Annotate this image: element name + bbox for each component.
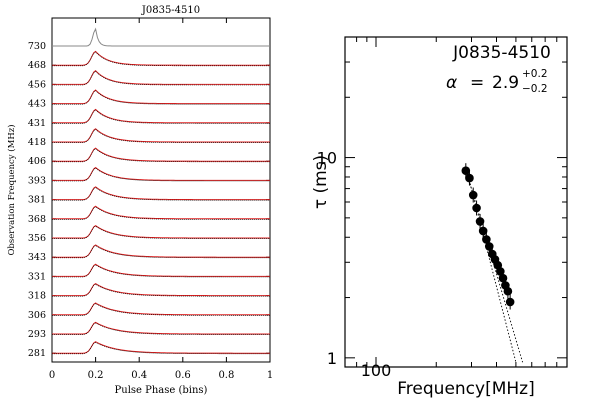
observed-profile (52, 129, 270, 143)
alpha-value: 2.9 (492, 73, 519, 93)
fit-profile (52, 89, 270, 105)
data-point (503, 286, 513, 296)
fit-profile (52, 166, 270, 181)
frequency-label: 356 (28, 233, 46, 244)
fit-profile (52, 205, 270, 220)
data-point (468, 190, 478, 200)
fit-profile (52, 50, 270, 66)
data-point (482, 235, 491, 244)
alpha-equals: = (470, 73, 484, 93)
chart-title: J0835-4510 (452, 43, 551, 63)
fit-profile (52, 224, 270, 239)
frequency-label: 443 (28, 99, 46, 110)
x-tick-label: 0.2 (88, 370, 104, 381)
data-point (484, 242, 494, 251)
alpha-minus: −0.2 (522, 83, 548, 95)
profile-730-mhz (52, 27, 270, 47)
observed-profile (52, 70, 270, 86)
observed-profile (52, 187, 270, 201)
x-tick-label: 1 (267, 370, 273, 381)
data-point (505, 297, 515, 307)
frequency-label: 393 (28, 175, 46, 186)
x-tick-label: 100 (361, 361, 392, 380)
y-axis-label: Observation Frequency (MHz) (6, 124, 17, 255)
frequency-label: 318 (28, 291, 46, 302)
fit-profile (52, 186, 270, 201)
fit-line (465, 166, 517, 363)
chart-title: J0835-4510 (141, 5, 200, 16)
observed-profile (52, 225, 270, 239)
frequency-label: 468 (28, 60, 46, 71)
observed-profile (52, 90, 270, 105)
observed-profile (52, 167, 270, 182)
observed-profile (52, 206, 270, 220)
fit-profile (52, 128, 270, 143)
fit-profile (52, 147, 270, 162)
frequency-label: 730 (28, 41, 46, 52)
data-point (472, 203, 481, 213)
frequency-label: 343 (28, 252, 46, 263)
y-tick-label: 1 (327, 349, 337, 368)
alpha-plus: +0.2 (522, 68, 548, 80)
y-tick-label: 10 (317, 149, 337, 168)
data-point (496, 267, 505, 276)
data-point (465, 173, 474, 183)
frequency-label: 281 (28, 348, 46, 359)
frequency-label: 418 (28, 137, 46, 148)
y-axis-label: τ (ms) (311, 155, 331, 209)
frequency-label: 293 (28, 329, 46, 340)
observed-profile (52, 109, 270, 124)
frequency-label: 406 (28, 156, 46, 167)
frequency-label: 381 (28, 195, 46, 206)
observed-profile (52, 283, 270, 297)
fit-profile (52, 244, 270, 258)
data-point (478, 226, 488, 236)
observed-profile (52, 303, 270, 316)
fit-profile (52, 108, 270, 124)
observed-profile (52, 148, 270, 163)
frequency-label: 306 (28, 310, 46, 321)
observed-profile (52, 341, 270, 355)
observed-profile (52, 322, 270, 335)
x-axis-label: Pulse Phase (bins) (115, 385, 208, 396)
frequency-label: 368 (28, 214, 46, 225)
alpha-symbol: α (446, 73, 457, 93)
x-tick-label: 0.4 (131, 370, 147, 381)
x-axis-label: Frequency[MHz] (397, 379, 534, 399)
observed-profile (52, 264, 270, 278)
frequency-label: 456 (28, 79, 46, 90)
observed-profile (52, 245, 270, 259)
frequency-label: 331 (28, 271, 46, 282)
fit-profile (52, 70, 270, 85)
data-point (475, 217, 485, 226)
frequency-label: 431 (28, 118, 46, 129)
x-tick-label: 0 (49, 370, 55, 381)
x-tick-label: 0.8 (218, 370, 234, 381)
plot-frame (51, 17, 271, 363)
data-point (461, 166, 471, 175)
x-tick-label: 0.6 (175, 370, 191, 381)
